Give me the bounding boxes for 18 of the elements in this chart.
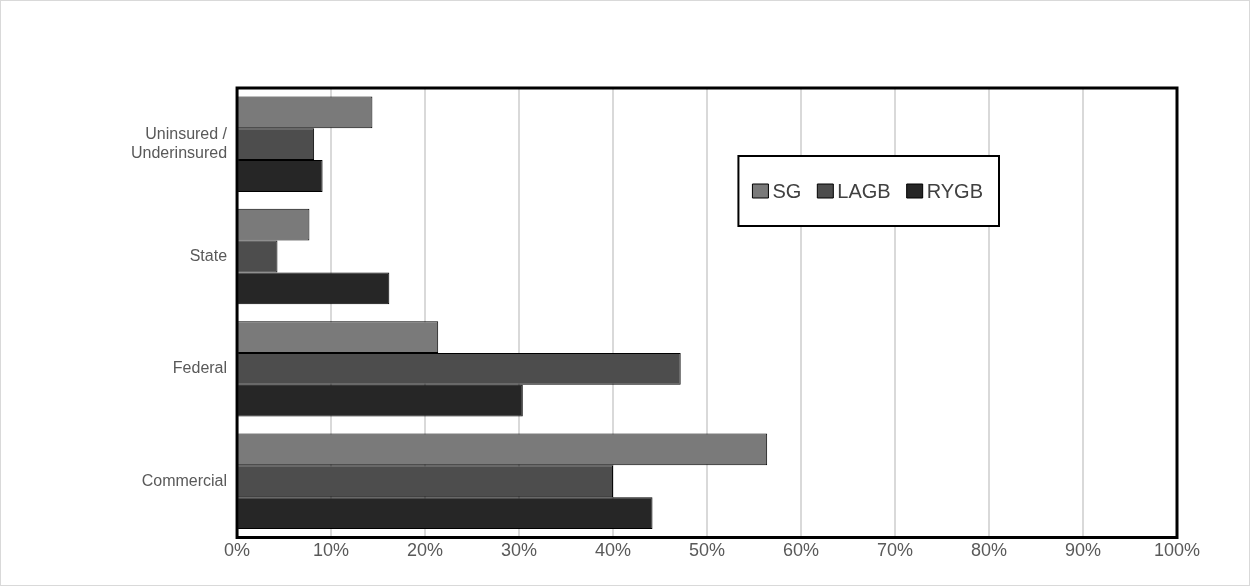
legend-label: SG [772, 179, 802, 202]
y-tick-label: Federal [172, 359, 228, 377]
legend-label: RYGB [926, 179, 984, 202]
x-tick-label: 0% [224, 540, 251, 561]
x-tick-label: 30% [501, 540, 538, 561]
x-tick-label: 10% [313, 540, 350, 561]
x-tick-label: 20% [407, 540, 444, 561]
x-tick-label: 40% [595, 540, 632, 561]
x-tick-label: 70% [877, 540, 914, 561]
y-tick-label: Uninsured / Underinsured [130, 124, 228, 162]
x-tick-label: 90% [1064, 540, 1102, 561]
legend-label: LAGB [837, 179, 891, 202]
y-tick-label: State [189, 246, 228, 264]
y-tick-label: Commercial [141, 471, 228, 489]
x-tick-label: 50% [689, 540, 726, 561]
x-tick-label: 100% [1153, 540, 1201, 561]
x-tick-label: 80% [971, 540, 1008, 561]
x-tick-label: 60% [783, 540, 820, 561]
